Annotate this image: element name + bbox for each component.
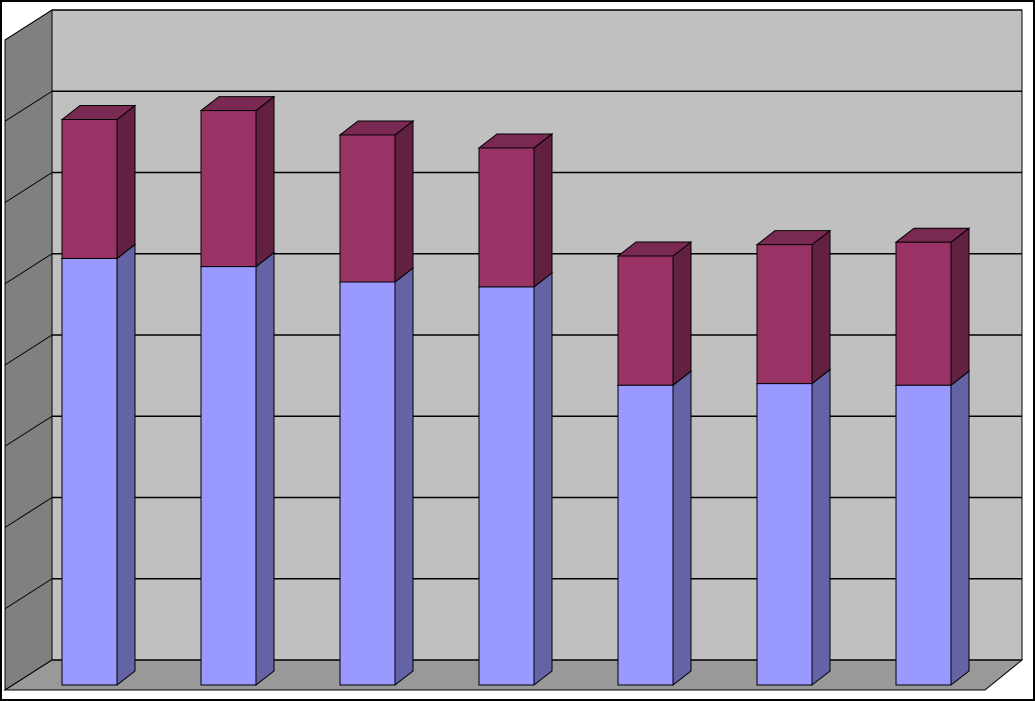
- bar: [617, 255, 674, 386]
- bar: [200, 110, 257, 268]
- bar: [61, 257, 118, 686]
- bar: [339, 134, 396, 283]
- bar-side: [533, 132, 553, 288]
- bar-side: [950, 227, 970, 387]
- bar: [895, 241, 952, 386]
- bar: [339, 281, 396, 686]
- bar-side: [672, 370, 692, 687]
- grid-line-side: [4, 90, 53, 122]
- grid-line-side: [4, 9, 53, 41]
- bar-side: [811, 368, 831, 687]
- bar: [478, 286, 535, 686]
- bar-side: [394, 266, 414, 687]
- bar-side: [255, 95, 275, 268]
- grid-line-side: [4, 253, 53, 285]
- grid-line-side: [4, 334, 53, 366]
- bar: [61, 119, 118, 259]
- bar-side: [255, 251, 275, 687]
- grid-line-side: [4, 497, 53, 528]
- bar: [756, 244, 813, 385]
- bar-side: [950, 370, 970, 687]
- bar-side: [116, 243, 136, 687]
- bar: [756, 383, 813, 686]
- grid-line-side: [4, 172, 53, 203]
- bar-side: [811, 229, 831, 385]
- grid-line-side: [4, 415, 53, 447]
- bar-side: [533, 271, 553, 687]
- bar-side: [672, 240, 692, 387]
- bar: [200, 266, 257, 686]
- grid-line-side: [4, 659, 53, 691]
- bar: [895, 384, 952, 686]
- grid-line-side: [4, 578, 53, 610]
- bar-side: [116, 104, 136, 260]
- bar-side: [394, 119, 414, 284]
- bar: [617, 384, 674, 686]
- bar: [478, 147, 535, 288]
